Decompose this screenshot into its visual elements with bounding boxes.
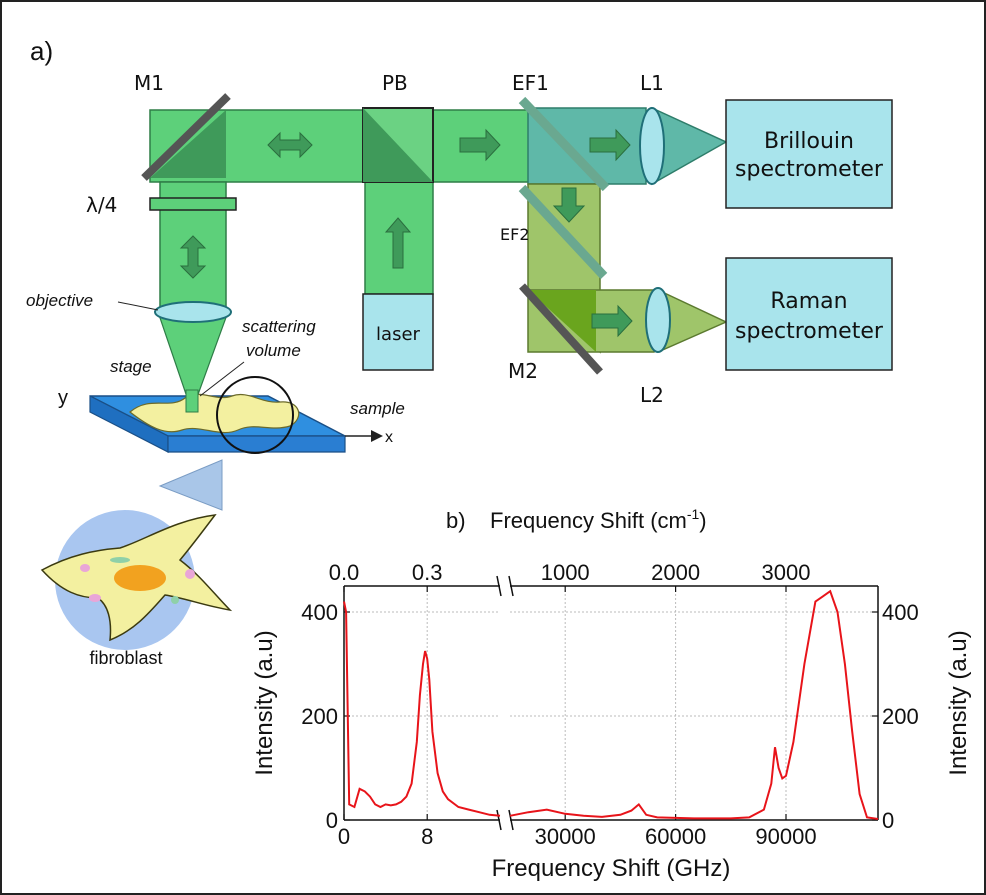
laser-label: laser bbox=[376, 324, 420, 345]
y-tick-label-right: 200 bbox=[882, 704, 919, 729]
polarization-arrow-vertical bbox=[179, 235, 207, 279]
series-line-left bbox=[343, 601, 501, 817]
fibroblast-organelle bbox=[89, 594, 101, 602]
x-tick-label-top: 1000 bbox=[541, 560, 590, 585]
axis-break-mark bbox=[496, 809, 502, 831]
y-tick-label-left: 200 bbox=[301, 704, 338, 729]
y-axis-label: y bbox=[58, 387, 68, 409]
label-scattering-1: scattering bbox=[242, 317, 316, 336]
label-ef1: EF1 bbox=[512, 71, 549, 95]
fibroblast-organelle bbox=[185, 569, 195, 579]
zoom-triangle bbox=[158, 459, 223, 511]
fibroblast-organelle bbox=[171, 596, 179, 604]
label-stage: stage bbox=[110, 357, 152, 376]
scattering-volume-marker bbox=[185, 389, 199, 413]
y-tick-label-left: 400 bbox=[301, 600, 338, 625]
fibroblast-nucleus bbox=[114, 565, 166, 591]
sample-circle bbox=[216, 376, 294, 454]
m1-reflection bbox=[150, 110, 226, 178]
lens-l2 bbox=[645, 287, 671, 353]
x-tick-label-top: 2000 bbox=[651, 560, 700, 585]
x-tick-label-bottom: 60000 bbox=[645, 824, 706, 849]
x-tick-label-bottom: 0 bbox=[338, 824, 350, 849]
brillouin-label-1: Brillouin bbox=[764, 129, 854, 154]
beamsplitter-diagonal bbox=[363, 108, 433, 182]
polarization-arrow-horizontal bbox=[267, 131, 313, 159]
axis-break-mark bbox=[508, 809, 514, 831]
label-m2: M2 bbox=[508, 359, 538, 383]
arrow-to-l2 bbox=[591, 304, 633, 338]
x-tick-label-bottom: 8 bbox=[421, 824, 433, 849]
label-sample: sample bbox=[350, 399, 405, 418]
filter-ef1 bbox=[518, 96, 610, 192]
x-tick-label-bottom: 30000 bbox=[535, 824, 596, 849]
label-pb: PB bbox=[382, 71, 408, 95]
raman-label-2: spectrometer bbox=[735, 319, 884, 344]
label-l2: L2 bbox=[640, 383, 664, 407]
x-axis-label: x bbox=[385, 429, 393, 446]
fibroblast-organelle bbox=[110, 557, 130, 563]
label-m1: M1 bbox=[134, 71, 164, 95]
y-tick-label-left: 0 bbox=[326, 808, 338, 833]
x-tick-label-top: 0.0 bbox=[329, 560, 360, 585]
x-tick-label-top: 3000 bbox=[762, 560, 811, 585]
stage-front bbox=[167, 435, 346, 453]
raman-spectrometer bbox=[725, 257, 893, 371]
y-tick-label-right: 400 bbox=[882, 600, 919, 625]
mirror-m1 bbox=[141, 93, 231, 181]
label-lambda-4: λ/4 bbox=[86, 193, 117, 217]
arrow-to-ef1 bbox=[459, 128, 501, 162]
label-scattering-2: volume bbox=[246, 341, 301, 360]
objective-lens bbox=[154, 301, 232, 323]
brillouin-label-2: spectrometer bbox=[735, 157, 884, 182]
y-axis-title-left: Intensity (a.u) bbox=[251, 630, 278, 775]
label-objective: objective bbox=[26, 291, 93, 310]
scattering-leader bbox=[199, 361, 245, 397]
label-l1: L1 bbox=[640, 71, 664, 95]
y-tick-label-right: 0 bbox=[882, 808, 894, 833]
quarter-wave-plate bbox=[149, 197, 237, 211]
cells-on-stage bbox=[129, 393, 300, 434]
raman-label-1: Raman bbox=[770, 289, 847, 314]
filter-ef2 bbox=[518, 184, 608, 280]
objective-leader bbox=[117, 301, 159, 311]
laser-box bbox=[362, 293, 434, 371]
x-tick-label-top: 0.3 bbox=[412, 560, 443, 585]
panel-b-label: b) bbox=[446, 508, 466, 533]
top-axis-title: Frequency Shift (cm-1) bbox=[490, 506, 707, 533]
axis-break-mark bbox=[496, 575, 502, 597]
laser-arrow bbox=[384, 217, 412, 269]
arrow-down-ef2 bbox=[552, 187, 586, 223]
panel-a-label: a) bbox=[30, 36, 53, 66]
label-ef2: EF2 bbox=[500, 225, 530, 244]
lens-l1 bbox=[639, 107, 665, 185]
mirror-m2 bbox=[519, 283, 603, 375]
x-tick-label-bottom: 90000 bbox=[755, 824, 816, 849]
series-line-right bbox=[509, 589, 879, 820]
x-axis-title: Frequency Shift (GHz) bbox=[492, 855, 731, 882]
axis-break-mark bbox=[508, 575, 514, 597]
fibroblast-organelle bbox=[80, 564, 90, 572]
y-axis-title-right: Intensity (a.u) bbox=[945, 630, 972, 775]
arrow-to-l1 bbox=[589, 128, 631, 162]
label-fibroblast: fibroblast bbox=[89, 648, 162, 668]
brillouin-spectrometer bbox=[725, 99, 893, 209]
